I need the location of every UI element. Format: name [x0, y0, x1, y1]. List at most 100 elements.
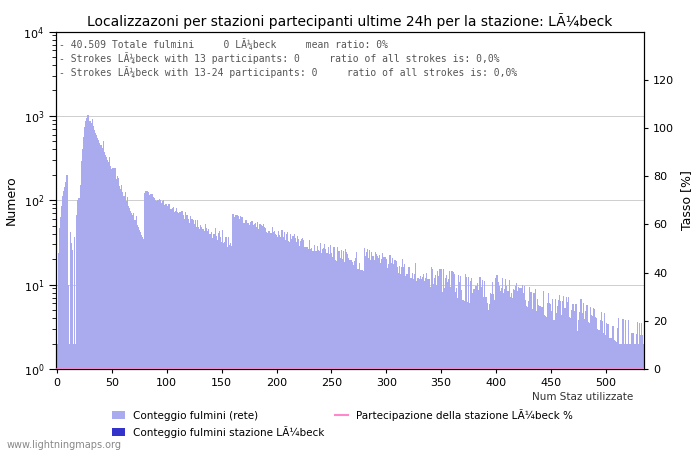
Bar — [407, 267, 409, 369]
Bar — [639, 323, 640, 369]
Bar — [416, 281, 417, 369]
Bar — [313, 252, 314, 369]
Bar — [583, 303, 584, 369]
Bar — [244, 223, 245, 369]
Bar — [500, 288, 502, 369]
Bar — [522, 285, 523, 369]
Bar — [274, 231, 275, 369]
Bar — [628, 320, 629, 369]
Bar — [449, 271, 450, 369]
Bar — [281, 230, 283, 369]
Bar — [395, 261, 397, 369]
Bar — [301, 239, 302, 369]
Bar — [547, 302, 548, 369]
Bar — [355, 258, 356, 369]
Bar — [150, 194, 151, 369]
Bar — [233, 214, 235, 369]
Bar — [132, 216, 133, 369]
Bar — [66, 175, 67, 369]
Bar — [189, 223, 190, 369]
Bar — [389, 255, 390, 369]
Bar — [453, 271, 454, 369]
Bar — [531, 309, 533, 369]
Bar — [450, 287, 452, 369]
Bar — [477, 283, 478, 369]
Bar — [378, 258, 379, 369]
Bar — [108, 162, 109, 369]
Bar — [380, 263, 382, 369]
Bar — [98, 140, 99, 369]
Bar — [510, 297, 511, 369]
Bar — [109, 157, 111, 369]
Bar — [430, 266, 432, 369]
Bar — [589, 307, 591, 369]
Bar — [428, 279, 430, 369]
Bar — [445, 278, 446, 369]
Bar — [537, 299, 538, 369]
Bar — [580, 299, 581, 369]
Bar — [239, 216, 241, 369]
Bar — [181, 211, 183, 369]
Bar — [102, 148, 103, 369]
Bar — [331, 253, 332, 369]
Bar — [454, 274, 455, 369]
Bar — [491, 294, 492, 369]
Bar — [490, 293, 491, 369]
Bar — [123, 196, 125, 369]
Bar — [631, 333, 633, 369]
Bar — [630, 344, 631, 369]
Bar — [169, 209, 171, 369]
Bar — [635, 344, 636, 369]
Bar — [190, 216, 192, 369]
Bar — [448, 279, 449, 369]
Bar — [100, 145, 102, 369]
Bar — [265, 228, 266, 369]
Bar — [521, 288, 522, 369]
Bar — [368, 258, 369, 369]
Bar — [105, 155, 106, 369]
Bar — [584, 319, 585, 369]
Y-axis label: Tasso [%]: Tasso [%] — [680, 170, 693, 230]
Bar — [614, 341, 615, 369]
Bar — [298, 239, 299, 369]
Bar — [466, 277, 467, 369]
Bar — [379, 255, 380, 369]
Bar — [615, 341, 616, 369]
Bar — [71, 243, 72, 369]
Bar — [601, 312, 602, 369]
Bar — [126, 201, 127, 369]
Bar — [545, 316, 546, 369]
Bar — [540, 306, 541, 369]
Bar — [591, 315, 592, 369]
Bar — [138, 227, 139, 369]
Bar — [279, 235, 280, 369]
Bar — [284, 232, 285, 369]
Bar — [573, 304, 574, 369]
Bar — [252, 221, 253, 369]
Bar — [612, 326, 614, 369]
Bar — [116, 179, 117, 369]
Bar — [177, 212, 178, 369]
Bar — [480, 277, 481, 369]
Bar — [340, 258, 341, 369]
Bar — [479, 277, 480, 369]
Bar — [220, 238, 221, 369]
Bar — [306, 247, 307, 369]
Bar — [64, 187, 65, 369]
Bar — [153, 197, 154, 369]
Bar — [78, 198, 80, 369]
Text: Num Staz utilizzate: Num Staz utilizzate — [532, 392, 634, 402]
Bar — [332, 257, 333, 369]
Bar — [286, 234, 287, 369]
Bar — [328, 254, 330, 369]
Bar — [62, 197, 63, 369]
Bar — [159, 198, 160, 369]
Bar — [65, 182, 66, 369]
Bar — [276, 235, 277, 369]
Bar — [346, 252, 347, 369]
Bar — [94, 130, 95, 369]
Bar — [398, 273, 399, 369]
Bar — [582, 313, 583, 369]
Bar — [552, 299, 554, 369]
Bar — [216, 236, 217, 369]
